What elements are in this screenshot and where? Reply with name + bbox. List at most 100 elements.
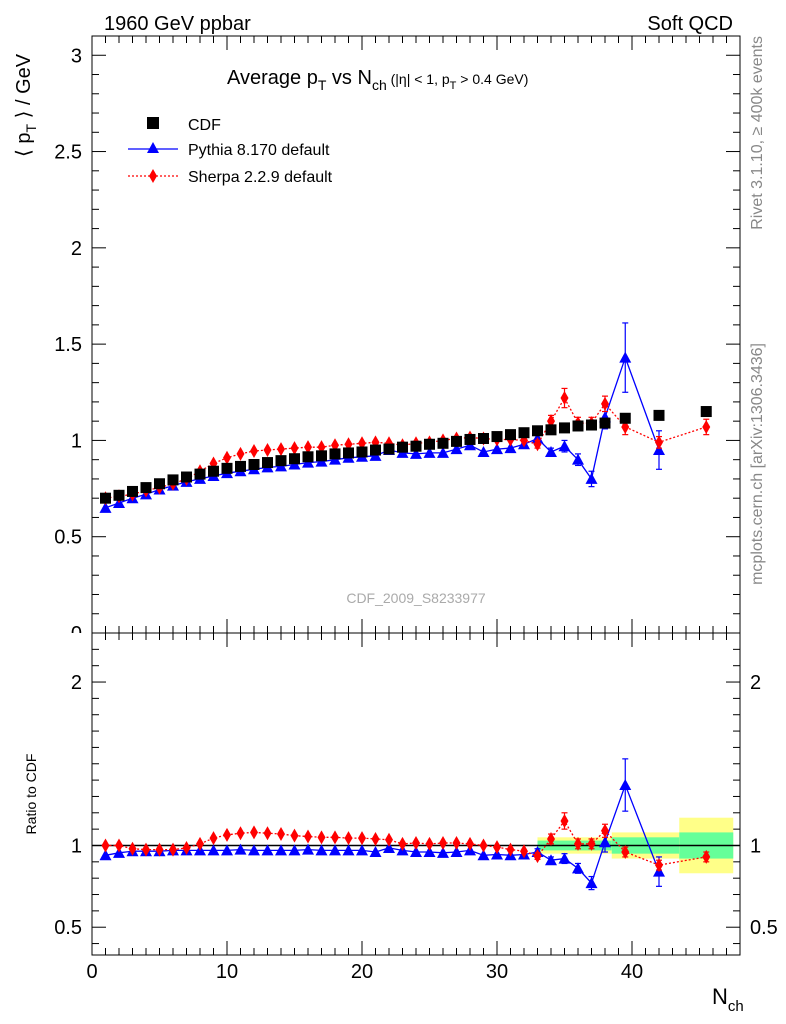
sherpa-ratio-point: [425, 836, 434, 851]
sherpa-point: [601, 396, 609, 411]
sherpa-ratio-point: [263, 826, 272, 841]
ratio-y-tick-label-right: 0.5: [750, 917, 778, 939]
pythia-point: [653, 444, 665, 456]
pythia-ratio-point: [558, 852, 571, 864]
x-axis-label: Nch: [712, 984, 744, 1015]
series-sherpa-ratio: [101, 812, 711, 873]
cdf-point: [653, 409, 665, 421]
cdf-point: [437, 437, 449, 449]
sherpa-ratio-point: [702, 849, 711, 864]
pythia-ratio-point: [248, 844, 260, 856]
pythia-ratio-point: [383, 841, 395, 853]
cdf-point: [316, 450, 327, 462]
pythia-ratio-point: [207, 844, 220, 856]
y-label-main-rest: ⟩ / GeV: [13, 53, 35, 124]
cdf-point: [302, 451, 314, 463]
sherpa-ratio-point: [236, 826, 245, 841]
sherpa-ratio-point: [304, 829, 312, 844]
x-label-text: N: [712, 984, 728, 1009]
y-label-main-sub: T: [23, 124, 39, 133]
y-tick-label-main: 3: [71, 45, 82, 67]
cdf-point: [586, 419, 597, 431]
cdf-point: [208, 465, 219, 477]
pythia-ratio-point: [342, 844, 355, 856]
sherpa-ratio-point: [223, 827, 231, 842]
sherpa-ratio-point: [331, 830, 339, 845]
pythia-point: [450, 443, 463, 455]
pythia-ratio-line: [105, 783, 660, 885]
chart-title-cut-b: > 0.4 GeV): [456, 71, 528, 87]
y-tick-label-main: 2: [71, 238, 82, 260]
cdf-point: [289, 453, 300, 465]
cdf-point: [505, 429, 516, 441]
pythia-ratio-point: [450, 846, 463, 858]
sherpa-point: [655, 435, 663, 450]
sherpa-ratio-point: [317, 830, 326, 845]
cdf-point: [167, 474, 179, 486]
sherpa-ratio-point: [128, 841, 137, 856]
y-axis-label-ratio: Ratio to CDF: [23, 754, 39, 835]
pythia-ratio-point: [99, 849, 112, 861]
cdf-point: [221, 462, 233, 474]
y-tick-label-main-zero: 0: [71, 623, 82, 645]
sherpa-point: [223, 450, 231, 465]
cdf-point: [599, 417, 611, 429]
pythia-point: [504, 442, 517, 454]
sherpa-point: [304, 440, 312, 455]
pythia-ratio-point: [315, 844, 328, 856]
pythia-line: [105, 355, 660, 509]
chart-title-cut-sub: T: [450, 80, 457, 92]
chart-title: Average pT vs Nch (|η| < 1, pT > 0.4 GeV…: [227, 67, 528, 93]
ratio-y-tick-label-left: 1: [71, 835, 82, 857]
pythia-ratio-point: [302, 843, 314, 855]
sherpa-ratio-point: [115, 838, 123, 853]
cdf-point: [275, 455, 287, 467]
sherpa-ratio-point: [196, 836, 204, 851]
sherpa-ratio-point: [587, 836, 596, 851]
cdf-point: [424, 438, 435, 450]
cdf-point: [451, 435, 462, 447]
sherpa-ratio-point: [601, 823, 609, 838]
ratio-panel-frame: [91, 632, 741, 956]
y-tick-label-main: 2.5: [54, 142, 82, 164]
cdf-point: [491, 431, 503, 443]
sherpa-point: [263, 443, 272, 458]
sherpa-ratio-point: [506, 842, 515, 857]
cdf-point: [100, 492, 111, 504]
sherpa-ratio-point: [560, 813, 569, 828]
pythia-ratio-point: [545, 854, 557, 866]
y-tick-label-main: 1.5: [54, 334, 82, 356]
sherpa-ratio-point: [277, 827, 285, 842]
legend-label-pythia: Pythia 8.170 default: [188, 142, 330, 159]
cdf-point: [619, 412, 631, 424]
sherpa-ratio-point: [655, 858, 663, 873]
pythia-ratio-point: [288, 844, 301, 856]
chart-title-cut-a: (|η| < 1, p: [387, 71, 450, 87]
cdf-point: [248, 458, 260, 470]
y-tick-label-main: 0.5: [54, 527, 82, 549]
pythia-ratio-point: [221, 844, 233, 856]
sherpa-ratio-point: [574, 836, 582, 851]
cdf-point: [194, 468, 206, 480]
pythia-ratio-point: [599, 836, 611, 848]
sherpa-ratio-point: [358, 831, 366, 846]
cdf-point: [140, 482, 152, 494]
pythia-ratio-point: [329, 844, 341, 856]
ratio-panel-plot: [91, 633, 741, 955]
sherpa-point: [533, 437, 542, 452]
cdf-point: [113, 489, 125, 501]
y-axis-label-main: ⟨ pT ⟩ / GeV: [13, 53, 39, 157]
analysis-watermark: CDF_2009_S8233977: [346, 590, 486, 606]
pythia-ratio-point: [275, 844, 287, 856]
series-cdf-main: [100, 406, 712, 504]
chart-title-sub-t: T: [318, 77, 327, 93]
sherpa-ratio-point: [452, 836, 461, 851]
legend-label-sherpa: Sherpa 2.2.9 default: [188, 169, 333, 186]
pythia-point: [558, 440, 571, 452]
x-tick-label: 10: [216, 961, 238, 983]
pythia-ratio-point: [261, 844, 274, 856]
sherpa-ratio-point: [250, 825, 258, 840]
sherpa-ratio-point: [466, 836, 474, 851]
x-tick-label: 20: [351, 961, 373, 983]
